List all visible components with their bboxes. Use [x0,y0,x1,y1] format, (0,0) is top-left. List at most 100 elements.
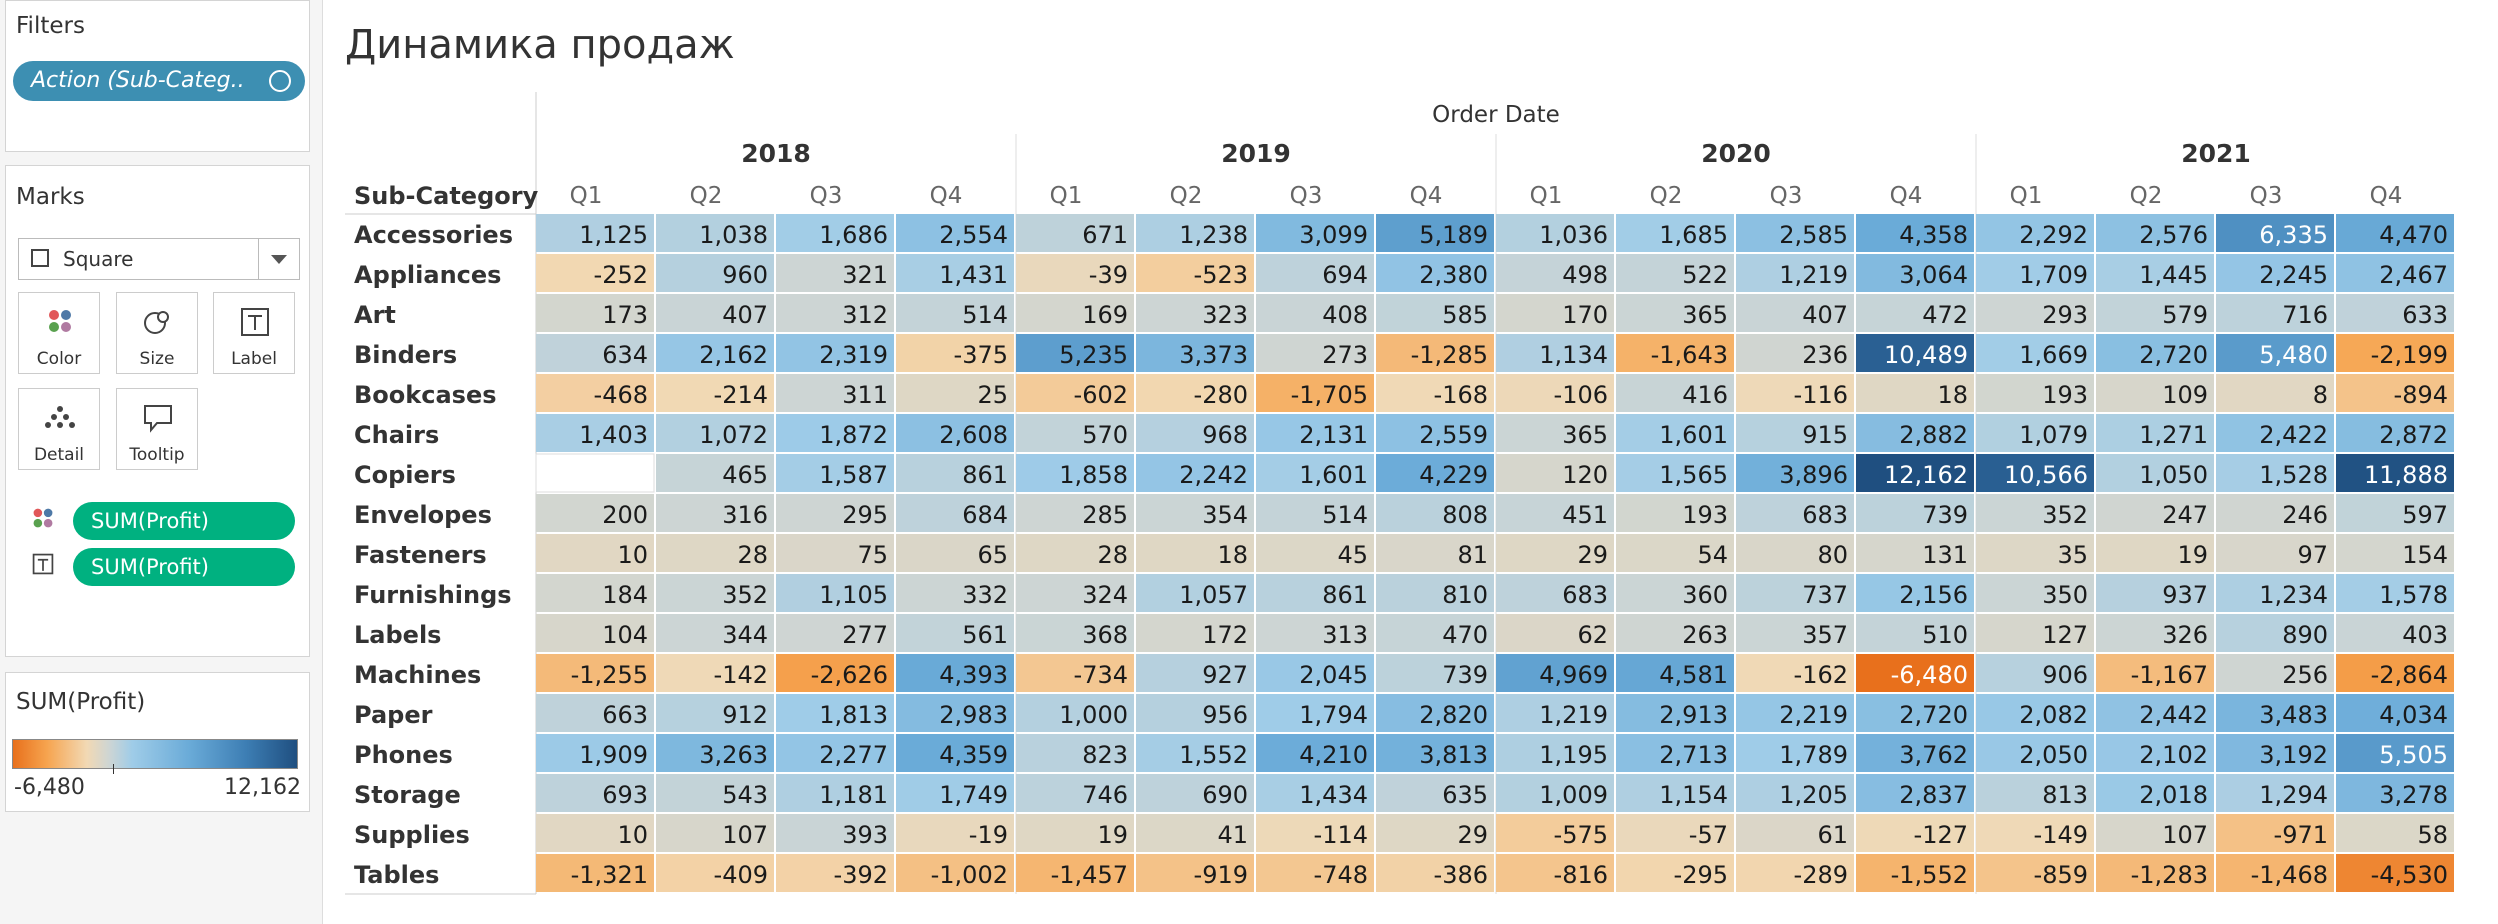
heatmap-cell [2096,814,2214,852]
heatmap-cell [1376,774,1494,812]
heatmap-cell [776,454,894,492]
heatmap-cell [1856,654,1974,692]
heatmap-cell-label: 1,749 [939,781,1008,809]
heatmap-cell [1016,774,1134,812]
heatmap-cell-label: 2,913 [1659,701,1728,729]
heatmap-cell-label: 41 [1217,821,1248,849]
heatmap-cell-label: 323 [1202,301,1248,329]
heatmap-cell-label: 25 [977,381,1008,409]
heatmap-cell [1976,414,2094,452]
heatmap-cell-label: 365 [1682,301,1728,329]
color-icon [49,310,71,332]
heatmap-cell [1376,694,1494,732]
heatmap-cell [1016,374,1134,412]
heatmap-cell [656,654,774,692]
heatmap-cell-label: 1,294 [2259,781,2328,809]
heatmap-cell-label: 2,608 [939,421,1008,449]
legend-gradient-bar[interactable] [12,739,298,769]
heatmap-cell [896,294,1014,332]
heatmap-cell-label: 256 [2282,661,2328,689]
mark-type-dropdown[interactable]: Square [18,238,300,280]
heatmap-cell-label: 635 [1442,781,1488,809]
heatmap-cell-label: 360 [1682,581,1728,609]
heatmap-cell-label: 4,393 [939,661,1008,689]
heatmap-cell-label: 316 [722,501,768,529]
size-button[interactable]: Size [116,292,198,374]
mark-type-value: Square [63,247,134,271]
heatmap-cell [536,854,654,892]
heatmap-cell-label: 585 [1442,301,1488,329]
heatmap-cell-label: 2,872 [2379,421,2448,449]
chevron-down-icon[interactable] [271,255,287,264]
heatmap-cell [1496,654,1614,692]
heatmap-cell-label: 184 [602,581,648,609]
heatmap-cell-label: 29 [1577,541,1608,569]
label-field-pill[interactable]: SUM(Profit) [73,548,295,586]
row-label-storage: Storage [354,781,461,809]
heatmap-cell-label: 4,229 [1419,461,1488,489]
heatmap-cell [2096,214,2214,252]
color-field-pill[interactable]: SUM(Profit) [73,502,295,540]
heatmap-cell [1256,414,1374,452]
heatmap-cell [1016,574,1134,612]
heatmap-cell [656,414,774,452]
heatmap-cell-label: -39 [1089,261,1128,289]
heatmap-cell [1496,774,1614,812]
heatmap-cell-label: 1,050 [2139,461,2208,489]
filter-pill[interactable]: Action (Sub-Categ.. [13,61,305,101]
heatmap-cell-label: 321 [842,261,888,289]
color-button[interactable]: Color [18,292,100,374]
heatmap-cell-label: 4,210 [1299,741,1368,769]
label-button[interactable]: Label [213,292,295,374]
heatmap-cell-label: 2,045 [1299,661,1368,689]
filter-pill-label: Action (Sub-Categ.. [31,68,245,93]
heatmap-cell-label: -748 [1314,861,1368,889]
heatmap-cell [536,294,654,332]
heatmap-cell [2216,814,2334,852]
heatmap-cell [1616,614,1734,652]
heatmap-cell-label: 131 [1922,541,1968,569]
heatmap-cell [2336,414,2454,452]
heatmap-cell [1376,614,1494,652]
heatmap-cell-label: -1,255 [571,661,648,689]
legend-max: 12,162 [224,775,301,800]
row-label-envelopes: Envelopes [354,501,492,529]
heatmap-cell [1736,374,1854,412]
heatmap-cell-label: 120 [1562,461,1608,489]
heatmap-cell-label: 1,219 [1779,261,1848,289]
heatmap-cell-label: -859 [2034,861,2088,889]
year-header-2019: 2019 [1221,139,1291,168]
heatmap-cell-label: 1,685 [1659,221,1728,249]
heatmap-cell [1496,294,1614,332]
heatmap-cell-label: 1,709 [2019,261,2088,289]
heatmap-cell-label: -252 [594,261,648,289]
heatmap-cell [1376,494,1494,532]
heatmap-cell [2336,374,2454,412]
heatmap-cell [1136,534,1254,572]
heatmap-cell-label: -280 [1194,381,1248,409]
heatmap-cell-empty [535,453,655,493]
heatmap-cell-label: 1,009 [1539,781,1608,809]
legend-min: -6,480 [14,775,85,800]
heatmap-cell-label: 4,358 [1899,221,1968,249]
heatmap-cell-label: 915 [1802,421,1848,449]
detail-button[interactable]: Detail [18,388,100,470]
heatmap-cell [1736,574,1854,612]
heatmap-cell [656,214,774,252]
row-label-fasteners: Fasteners [354,541,487,569]
heatmap-cell-label: -971 [2274,821,2328,849]
quarter-header-2021-Q3: Q3 [2250,183,2283,209]
heatmap-cell [1016,734,1134,772]
heatmap-cell [1496,854,1614,892]
row-label-copiers: Copiers [354,461,456,489]
heatmap-cell-label: -295 [1674,861,1728,889]
heatmap-cell [536,374,654,412]
heatmap-cell-label: -2,199 [2371,341,2448,369]
heatmap-cell-label: -168 [1434,381,1488,409]
heatmap-cell-label: 1,909 [579,741,648,769]
quarter-header-2018-Q3: Q3 [810,183,843,209]
tooltip-button[interactable]: Tooltip [116,388,198,470]
heatmap-cell [656,454,774,492]
heatmap-cell-label: 1,205 [1779,781,1848,809]
heatmap-cell [1376,334,1494,372]
